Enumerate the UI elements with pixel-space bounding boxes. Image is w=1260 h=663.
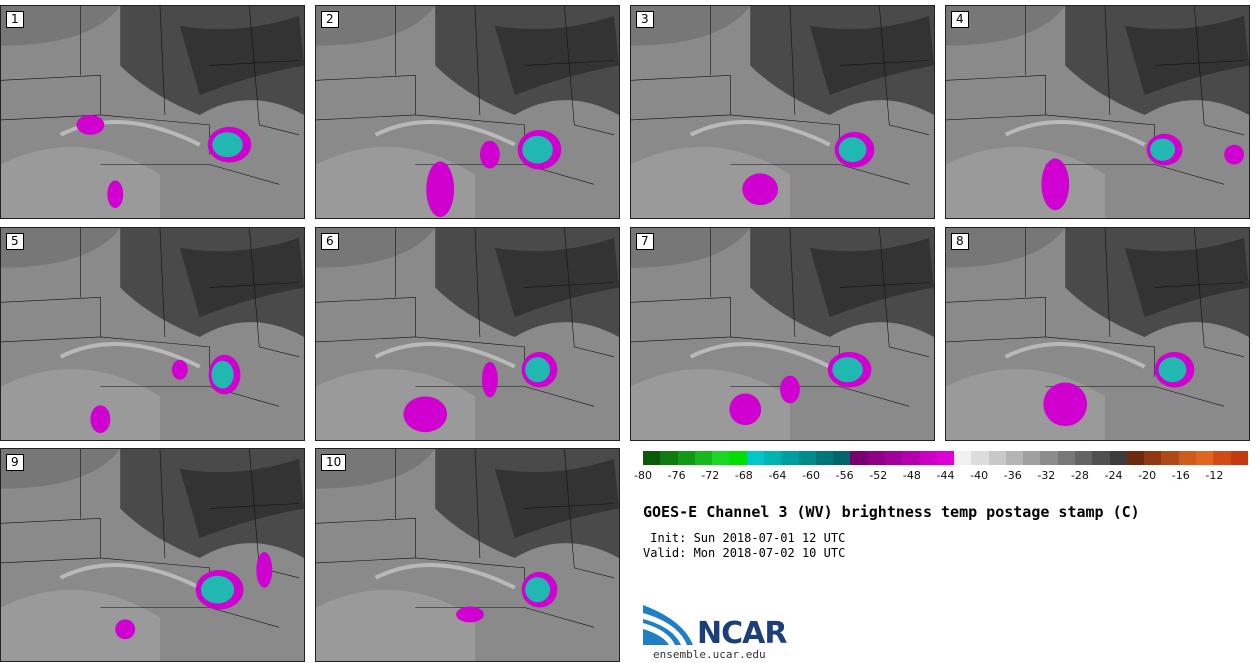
- water-vapor-map: [631, 228, 934, 440]
- colorbar-swatch: [919, 451, 937, 465]
- colorbar-tick-label: -24: [1104, 469, 1123, 482]
- forecast-panel: 3: [630, 5, 935, 219]
- forecast-panel: 2: [315, 5, 620, 219]
- colorbar-swatch: [971, 451, 989, 465]
- colorbar-tick-label: -48: [902, 469, 921, 482]
- colorbar-tick-label: -76: [667, 469, 686, 482]
- colorbar-tick-label: -44: [936, 469, 955, 482]
- colorbar-swatch: [1040, 451, 1058, 465]
- panel-number: 1: [6, 11, 24, 28]
- colorbar-swatch: [712, 451, 730, 465]
- colorbar-tick-label: -56: [835, 469, 854, 482]
- forecast-panel: 5: [0, 227, 305, 441]
- forecast-panel: 9: [0, 448, 305, 662]
- forecast-panel: 8: [945, 227, 1250, 441]
- colorbar-swatch: [1057, 451, 1076, 465]
- water-vapor-map: [316, 449, 619, 661]
- colorbar-tick-label: -16: [1171, 469, 1190, 482]
- colorbar-tick-label: -80: [634, 469, 652, 482]
- colorbar-swatch: [1178, 451, 1196, 465]
- water-vapor-map: [1, 449, 304, 661]
- colorbar-tick-label: -32: [1037, 469, 1056, 482]
- colorbar-swatch: [1023, 451, 1041, 465]
- panel-number: 5: [6, 233, 24, 250]
- colorbar-tick-label: -12: [1205, 469, 1224, 482]
- panel-number: 4: [951, 11, 969, 28]
- water-vapor-map: [316, 228, 619, 440]
- water-vapor-map: [946, 6, 1249, 218]
- colorbar-tick-label: -60: [802, 469, 821, 482]
- colorbar-swatch: [815, 451, 834, 465]
- forecast-panel: 6: [315, 227, 620, 441]
- colorbar: [643, 451, 1248, 465]
- colorbar-swatch: [763, 451, 782, 465]
- colorbar-swatch: [1126, 451, 1145, 465]
- forecast-panel: 4: [945, 5, 1250, 219]
- panel-number: 10: [321, 454, 347, 471]
- colorbar-swatch: [936, 451, 955, 465]
- colorbar-swatch: [1230, 451, 1248, 465]
- colorbar-swatch: [902, 451, 920, 465]
- colorbar-swatch: [1092, 451, 1110, 465]
- chart-title: GOES-E Channel 3 (WV) brightness temp po…: [643, 503, 1140, 521]
- colorbar-swatch: [1161, 451, 1179, 465]
- forecast-panel: 7: [630, 227, 935, 441]
- water-vapor-map: [631, 6, 934, 218]
- colorbar-swatch: [643, 451, 661, 465]
- colorbar-swatch: [867, 451, 885, 465]
- forecast-panel: 10: [315, 448, 620, 662]
- colorbar-tick-label: -20: [1138, 469, 1157, 482]
- colorbar-swatch: [884, 451, 903, 465]
- colorbar-swatch: [1213, 451, 1231, 465]
- panel-number: 2: [321, 11, 339, 28]
- colorbar-swatch: [1005, 451, 1024, 465]
- logo-wordmark: NCAR: [697, 616, 787, 651]
- colorbar-tick-label: -68: [734, 469, 753, 482]
- init-time: Init: Sun 2018-07-01 12 UTC: [643, 531, 846, 545]
- colorbar-tick-label: -40: [970, 469, 989, 482]
- water-vapor-map: [946, 228, 1249, 440]
- water-vapor-map: [316, 6, 619, 218]
- colorbar-swatch: [850, 451, 868, 465]
- colorbar-tick-label: -64: [768, 469, 787, 482]
- colorbar-swatch: [1196, 451, 1214, 465]
- colorbar-swatch: [660, 451, 678, 465]
- logo-url: ensemble.ucar.edu: [653, 648, 766, 661]
- forecast-panel: 1: [0, 5, 305, 219]
- colorbar-swatch: [746, 451, 764, 465]
- colorbar-tick-label: -28: [1070, 469, 1089, 482]
- colorbar-swatch: [988, 451, 1006, 465]
- valid-time: Valid: Mon 2018-07-02 10 UTC: [643, 546, 846, 560]
- water-vapor-map: [1, 6, 304, 218]
- colorbar-swatch: [694, 451, 713, 465]
- colorbar-swatch: [781, 451, 799, 465]
- colorbar-swatch: [1109, 451, 1127, 465]
- colorbar-swatch: [677, 451, 695, 465]
- colorbar-tick-label: -52: [869, 469, 888, 482]
- colorbar-ticks: -80 -76 -72 -68 -64 -60 -56 -52 -48 -44 -40 -36 -32 -…: [630, 469, 1260, 483]
- colorbar-swatch: [1075, 451, 1093, 465]
- panel-number: 7: [636, 233, 654, 250]
- panel-number: 6: [321, 233, 339, 250]
- water-vapor-map: [1, 228, 304, 440]
- colorbar-swatch: [833, 451, 851, 465]
- colorbar-swatch: [954, 451, 972, 465]
- colorbar-tick-label: -72: [701, 469, 720, 482]
- panel-number: 8: [951, 233, 969, 250]
- panel-number: 9: [6, 454, 24, 471]
- colorbar-swatch: [729, 451, 747, 465]
- colorbar-tick-label: -36: [1003, 469, 1022, 482]
- colorbar-swatch: [798, 451, 816, 465]
- ncar-logo-icon: [643, 605, 693, 645]
- colorbar-swatch: [1144, 451, 1162, 465]
- panel-number: 3: [636, 11, 654, 28]
